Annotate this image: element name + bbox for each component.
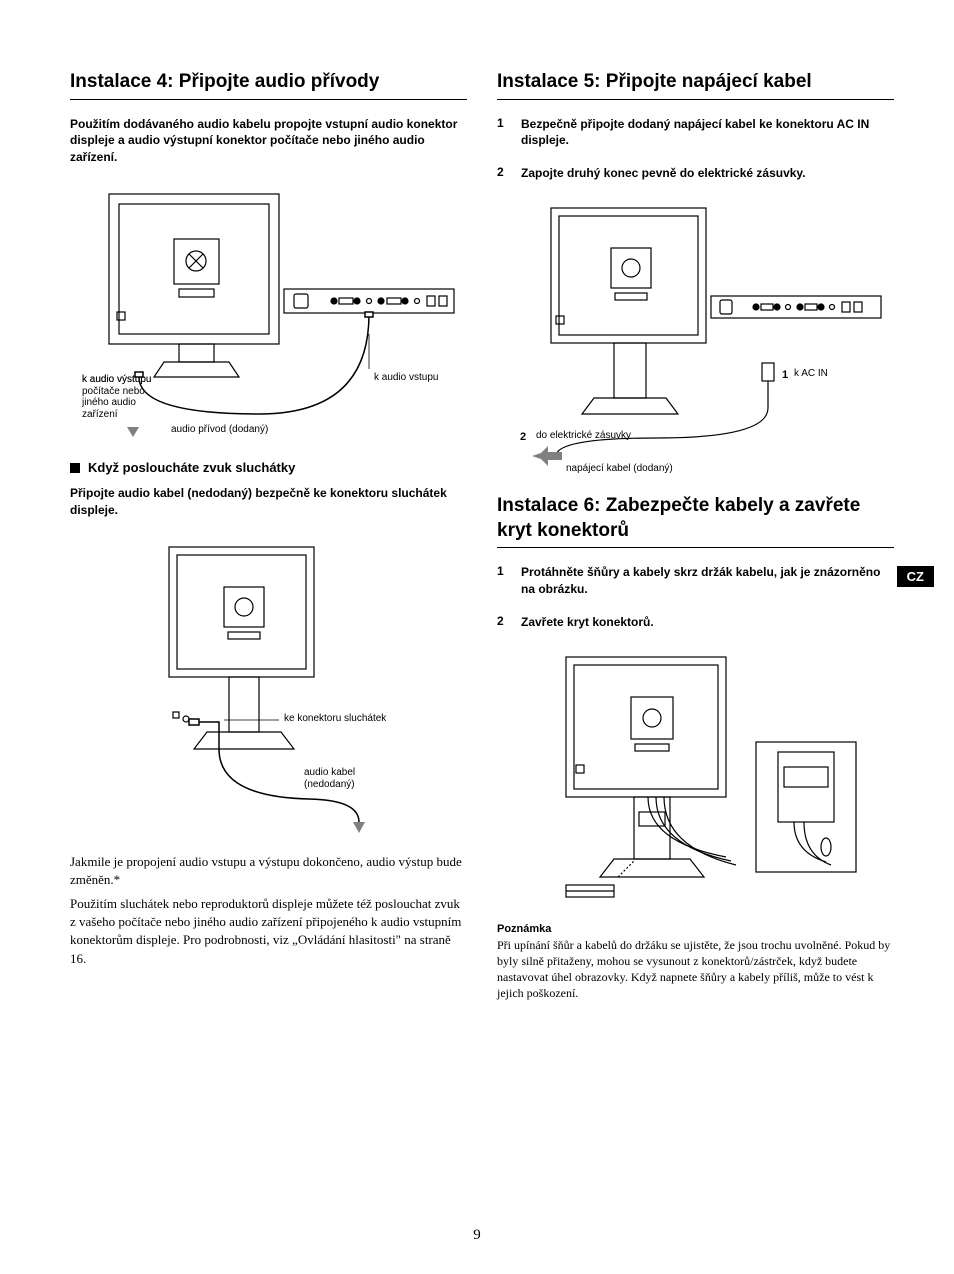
- diagram-power-cable: 1 k AC IN 2 do elektrické zásuvky napáje…: [506, 198, 886, 478]
- section5-step2: 2 Zapojte druhý konec pevně do elektrick…: [497, 165, 894, 182]
- note-text: Při upínání šňůr a kabelů do držáku se u…: [497, 937, 894, 1002]
- headphones-subheading: Když posloucháte zvuk sluchátky: [70, 460, 467, 475]
- section4-heading: Instalace 4: Připojte audio přívody: [70, 70, 467, 100]
- note-label: Poznámka: [497, 923, 894, 935]
- section6-heading: Instalace 6: Zabezpečte kabely a zavřete…: [497, 494, 894, 548]
- step-number: 1: [497, 564, 521, 598]
- section6-step2: 2 Zavřete kryt konektorů.: [497, 614, 894, 631]
- step-text: Zapojte druhý konec pevně do elektrické …: [521, 165, 806, 182]
- label-audio-out: k audio výstupu počítače nebo jiného aud…: [82, 374, 167, 420]
- step-text: Bezpečně připojte dodaný napájecí kabel …: [521, 116, 894, 150]
- label-audio-cable: audio přívod (dodaný): [171, 424, 321, 435]
- diagram-cable-management: [526, 647, 866, 907]
- section4-body2: Použitím sluchátek nebo reproduktorů dis…: [70, 895, 467, 968]
- language-tab: CZ: [897, 566, 934, 587]
- section4-body1: Jakmile je propojení audio vstupu a výst…: [70, 853, 467, 889]
- diagram-audio-cable: k audio výstupu k audio výstupu počítače…: [79, 184, 459, 444]
- step-number: 2: [497, 614, 521, 631]
- diagram-headphone-cable: ke konektoru sluchátek audio kabel (nedo…: [129, 537, 409, 837]
- callout-num1: 1: [782, 369, 788, 381]
- label-headphone-jack: ke konektoru sluchátek: [284, 713, 404, 724]
- section6-step1: 1 Protáhněte šňůry a kabely skrz držák k…: [497, 564, 894, 598]
- label-audio-in: k audio vstupu: [374, 372, 459, 383]
- step-number: 2: [497, 165, 521, 182]
- label-outlet: do elektrické zásuvky: [536, 430, 656, 441]
- bullet-square-icon: [70, 463, 80, 473]
- step-text: Zavřete kryt konektorů.: [521, 614, 654, 631]
- label-power-cable: napájecí kabel (dodaný): [566, 463, 716, 474]
- headphones-subheading-text: Když posloucháte zvuk sluchátky: [88, 460, 295, 475]
- section5-step1: 1 Bezpečně připojte dodaný napájecí kabe…: [497, 116, 894, 150]
- section5-heading: Instalace 5: Připojte napájecí kabel: [497, 70, 894, 100]
- step-number: 1: [497, 116, 521, 150]
- left-column: Instalace 4: Připojte audio přívody Použ…: [70, 70, 467, 1002]
- section4-intro: Použitím dodávaného audio kabelu propojt…: [70, 116, 467, 166]
- step-text: Protáhněte šňůry a kabely skrz držák kab…: [521, 564, 894, 598]
- right-column: Instalace 5: Připojte napájecí kabel 1 B…: [497, 70, 894, 1002]
- page-number: 9: [0, 1227, 954, 1244]
- label-headphone-cable: audio kabel (nedodaný): [304, 767, 394, 790]
- label-ac-in: k AC IN: [794, 368, 864, 379]
- callout-num2: 2: [520, 431, 526, 443]
- headphones-intro: Připojte audio kabel (nedodaný) bezpečně…: [70, 485, 467, 519]
